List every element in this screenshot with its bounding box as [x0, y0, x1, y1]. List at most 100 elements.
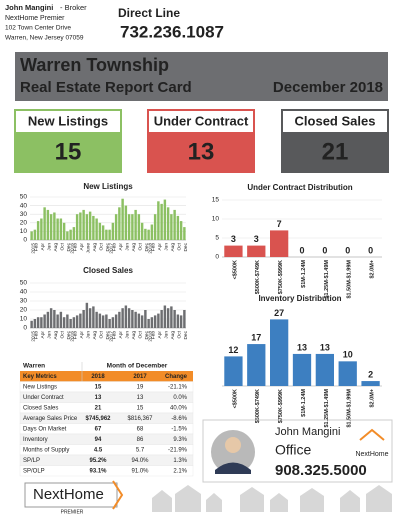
x-tick-label: Oct [60, 330, 66, 338]
logo-box [24, 482, 118, 508]
bar [124, 305, 128, 328]
x-tick-label: Apr [40, 331, 46, 339]
value-label: 13 [320, 342, 330, 352]
bar [224, 245, 243, 257]
x-tick-label: Dec [183, 242, 189, 251]
bar [163, 199, 167, 240]
y-tick-label: 10 [212, 216, 220, 223]
bar [88, 308, 92, 328]
x-tick-label: Oct [99, 242, 105, 250]
x-tick-label: Feb [151, 243, 157, 252]
value-label: 0 [322, 245, 327, 255]
bar [98, 222, 102, 240]
logo-tagline: PREMIER [61, 509, 84, 515]
table-cell: 2.1% [173, 468, 187, 474]
bar [170, 214, 173, 240]
bar [88, 211, 92, 240]
x-tick-label: $1.25M-$1.49M [324, 260, 330, 299]
value-label: 17 [251, 332, 261, 342]
x-tick-label: $500K-$749K [255, 389, 261, 423]
bar [140, 222, 144, 240]
bar [40, 218, 43, 240]
bar [124, 205, 128, 240]
x-tick-label: Dec [66, 330, 72, 339]
bar [137, 214, 141, 240]
table-header: Key Metrics [23, 374, 57, 380]
value-label: 12 [228, 345, 238, 355]
direct-line-phone: 732.236.1087 [120, 22, 224, 41]
bar [53, 310, 56, 328]
x-tick-label: $1.50M-$1.99M [347, 260, 353, 299]
banner-title: Warren Township [20, 55, 169, 75]
agent-photo-suit [215, 462, 251, 474]
table-cell: 0.0% [173, 395, 187, 401]
value-label: 3 [254, 234, 259, 244]
bar [66, 231, 69, 240]
logo-brand: NextHome [33, 486, 104, 503]
bar [40, 317, 43, 328]
agent-address: 102 Town Center Drive [5, 25, 71, 32]
card-brand: NextHome [355, 451, 388, 458]
bar [134, 209, 137, 240]
x-tick-label: $2.0M+ [370, 389, 376, 408]
card-name: John Mangini [275, 426, 340, 438]
bar [56, 218, 59, 240]
bar [338, 361, 357, 386]
x-tick-label: Dec [183, 330, 189, 339]
table-cell: 40.0% [170, 405, 188, 411]
x-tick-label: Apr [118, 331, 124, 339]
stat-value-bg [15, 132, 121, 172]
y-tick-label: 0 [23, 237, 27, 244]
bar [46, 311, 50, 328]
x-tick-label: Apr [79, 243, 85, 251]
agent-photo-face [225, 437, 241, 453]
x-tick-label: Feb [151, 331, 157, 340]
bar [131, 310, 134, 328]
x-tick-label: 2016 [69, 331, 75, 342]
x-tick-label: Jun [125, 331, 131, 339]
bar [292, 353, 312, 386]
x-tick-label: Dec [66, 242, 72, 251]
x-tick-label: Dec [105, 242, 111, 251]
stat-value: 13 [188, 138, 215, 165]
card-logo-roof [359, 428, 385, 441]
bar [121, 198, 124, 240]
x-tick-label: $1.50M-$1.99M [347, 389, 353, 428]
bar [75, 315, 79, 328]
bar [315, 353, 334, 386]
table-cell: 94 [95, 437, 102, 443]
bar [72, 227, 76, 240]
y-tick-label: 15 [212, 197, 220, 204]
dynamic-content: New Listings 15 Under Contract 13 Closed Sal… [14, 109, 389, 477]
x-tick-label: Aug [92, 331, 98, 340]
x-tick-label: Jun [47, 243, 53, 251]
bar [147, 229, 150, 240]
bar [114, 214, 118, 240]
value-label: 13 [297, 342, 307, 352]
bar [173, 310, 176, 328]
houses-decoration [152, 485, 392, 512]
table-cell: Under Contract [23, 395, 64, 401]
x-tick-label: Jun [47, 331, 53, 339]
value-label: 0 [345, 245, 350, 255]
bar [111, 317, 115, 328]
x-tick-label: Aug [170, 243, 176, 252]
bar [75, 214, 79, 240]
chart-title: Closed Sales [83, 266, 133, 275]
y-tick-label: 30 [20, 211, 28, 218]
table-header: Change [165, 374, 188, 380]
table-cell: 15 [95, 384, 102, 390]
table-cell: Months of Supply [23, 447, 69, 453]
bar [85, 214, 89, 240]
x-tick-label: Feb [34, 331, 40, 340]
table-cell: 95.2% [89, 458, 107, 464]
bar [66, 314, 69, 328]
bar [270, 230, 289, 257]
bar [69, 319, 72, 328]
x-tick-label: $750K-$999K [278, 260, 284, 294]
y-tick-label: 40 [20, 202, 28, 209]
banner-date: December 2018 [273, 79, 383, 96]
stat-value: 21 [322, 138, 349, 165]
